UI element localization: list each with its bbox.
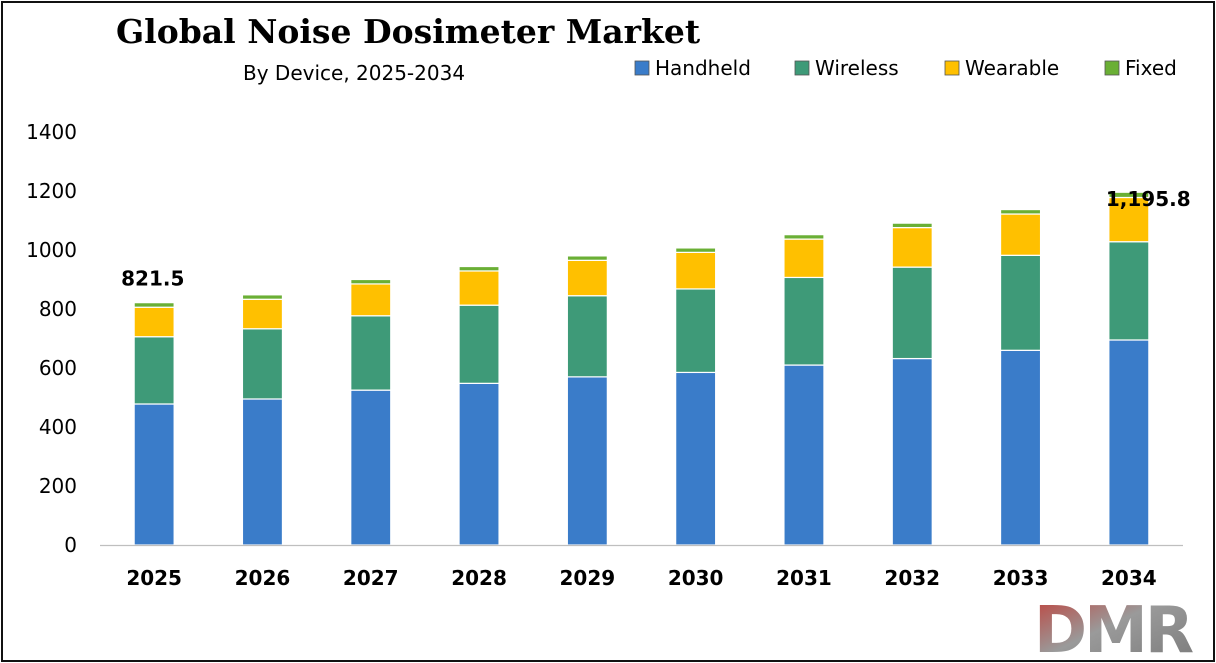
y-tick-label: 1200 [26, 179, 77, 203]
x-tick-label: 2028 [451, 566, 507, 590]
bar-wearable-2031 [783, 238, 825, 279]
legend-swatch-wearable [944, 60, 960, 76]
bar-wearable-2033 [999, 213, 1042, 256]
y-tick-label: 800 [39, 297, 77, 321]
bar-wireless-2030 [675, 288, 717, 374]
bar-handheld-2026 [241, 398, 284, 546]
bar-fixed-2033 [999, 208, 1042, 215]
x-tick-label: 2026 [235, 566, 291, 590]
y-tick-label: 600 [39, 356, 77, 380]
bar-wearable-2030 [675, 251, 717, 290]
bar-handheld-2032 [891, 357, 933, 546]
x-tick-label: 2030 [668, 566, 724, 590]
bar-fixed-2032 [891, 222, 933, 229]
bar-handheld-2027 [350, 389, 392, 546]
bar-fixed-2031 [783, 234, 825, 240]
bar-wearable-2025 [133, 306, 175, 338]
legend-swatch-wireless [794, 60, 810, 76]
legend-label-wearable: Wearable [965, 56, 1059, 80]
legend: Handheld Wireless Wearable Fixed [634, 56, 1177, 80]
bar-wearable-2029 [566, 259, 608, 297]
x-tick-label: 2025 [126, 566, 182, 590]
bar-wireless-2034 [1108, 241, 1150, 341]
data-label-2034: 1,195.8 [1106, 187, 1191, 211]
legend-label-handheld: Handheld [655, 56, 751, 80]
y-axis: 0 200 400 600 800 1000 1200 1400 [26, 120, 77, 557]
x-tick-label: 2032 [884, 566, 940, 590]
bar-handheld-2033 [999, 349, 1042, 546]
bar-fixed-2026 [241, 294, 284, 300]
bar-fixed-2027 [350, 278, 392, 285]
bar-wearable-2028 [458, 270, 500, 306]
bars [133, 191, 1150, 546]
x-tick-label: 2027 [343, 566, 399, 590]
bar-wireless-2026 [241, 328, 284, 400]
chart-subtitle: By Device, 2025-2034 [243, 61, 465, 85]
x-tick-label: 2031 [776, 566, 832, 590]
annotations: 821.5 1,195.8 [121, 187, 1190, 290]
bar-wearable-2032 [891, 226, 933, 268]
bar-handheld-2029 [566, 376, 608, 546]
y-tick-label: 1400 [26, 120, 77, 144]
x-tick-label: 2029 [560, 566, 616, 590]
legend-swatch-fixed [1104, 60, 1120, 76]
x-tick-label: 2034 [1101, 566, 1157, 590]
bar-wireless-2032 [891, 266, 933, 360]
bar-handheld-2031 [783, 364, 825, 546]
legend-swatch-handheld [634, 60, 650, 76]
bar-fixed-2025 [133, 302, 175, 308]
bar-fixed-2034 [1108, 191, 1150, 199]
bar-fixed-2029 [566, 255, 608, 261]
chart-title: Global Noise Dosimeter Market [116, 12, 701, 51]
y-tick-label: 400 [39, 415, 77, 439]
legend-label-fixed: Fixed [1125, 56, 1177, 80]
legend-label-wireless: Wireless [815, 56, 899, 80]
bar-handheld-2025 [133, 403, 175, 546]
x-axis: 2025 2026 2027 2028 2029 2030 2031 2032 2033 2034 [100, 544, 1183, 590]
bar-handheld-2034 [1108, 339, 1150, 546]
data-label-2025: 821.5 [121, 267, 184, 291]
x-tick-label: 2033 [993, 566, 1049, 590]
bar-handheld-2028 [458, 382, 500, 546]
bar-fixed-2030 [675, 247, 717, 253]
bar-fixed-2028 [458, 265, 500, 272]
bar-wireless-2033 [999, 254, 1042, 351]
y-tick-label: 0 [64, 533, 77, 557]
bar-wireless-2025 [133, 336, 175, 405]
bar-wireless-2029 [566, 295, 608, 378]
y-tick-label: 1000 [26, 238, 77, 262]
bar-wireless-2031 [783, 276, 825, 366]
y-tick-label: 200 [39, 474, 77, 498]
bar-wearable-2026 [241, 298, 284, 330]
bar-wireless-2027 [350, 315, 392, 391]
bar-handheld-2030 [675, 371, 717, 546]
bar-wearable-2027 [350, 283, 392, 317]
bar-wireless-2028 [458, 304, 500, 384]
dmr-logo: DMR [1034, 594, 1193, 663]
